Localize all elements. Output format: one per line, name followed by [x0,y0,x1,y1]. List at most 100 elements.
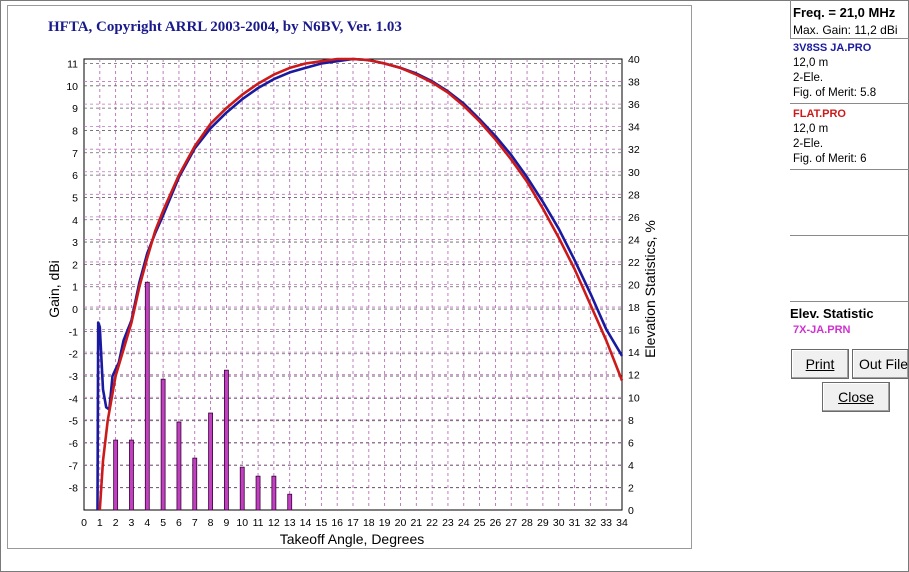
y-tick-label: -2 [69,349,78,361]
y2-tick-label: 20 [628,280,640,292]
y2-tick-label: 34 [628,122,640,134]
divider [790,103,909,104]
antenna-2-merit: Fig. of Merit: 6 [793,153,867,165]
out-file-button[interactable]: Out File [852,349,909,379]
elevation-bar [176,421,182,511]
x-tick-label: 23 [442,517,454,529]
y2-tick-label: 32 [628,144,640,156]
x-tick-label: 20 [395,517,407,529]
y2-tick-label: 16 [628,325,640,337]
chart-title: HFTA, Copyright ARRL 2003-2004, by N6BV,… [48,19,402,35]
y-tick-label: 0 [72,304,78,316]
y-tick-label: 8 [72,125,78,137]
elevation-chart: HFTA, Copyright ARRL 2003-2004, by N6BV,… [46,19,658,547]
y2-tick-label: 28 [628,189,640,201]
y2-tick-label: 22 [628,257,640,269]
antenna-2-type: 2-Ele. [793,138,824,150]
x-tick-label: 34 [616,517,628,529]
y2-tick-label: 38 [628,77,640,89]
elevation-bar [208,412,213,511]
x-tick-label: 7 [192,517,198,529]
y-tick-label: 2 [72,259,78,271]
y2-tick-label: 40 [628,54,640,66]
elevation-bar [144,281,150,511]
out-file-button-label: Out File [859,356,909,372]
x-tick-label: 4 [144,517,150,529]
series-line-2 [98,57,624,510]
x-tick-label: 13 [284,517,296,529]
x-tick-label: 12 [268,517,280,529]
y-tick-label: -6 [69,438,78,450]
side-panel: Freq. = 21,0 MHz Max. Gain: 11,2 dBi 3V8… [790,0,909,572]
antenna-1-merit-value: 5.8 [860,87,877,99]
x-axis-label: Takeoff Angle, Degrees [280,531,425,547]
x-tick-label: 10 [236,517,248,529]
x-tick-label: 0 [81,517,87,529]
y-tick-label: -4 [69,393,78,405]
x-tick-label: 19 [379,517,391,529]
x-tick-label: 16 [331,517,343,529]
y-tick-label: 7 [72,148,78,160]
x-tick-label: 14 [300,517,312,529]
x-tick-label: 25 [474,517,486,529]
y2-tick-label: 26 [628,212,640,224]
x-tick-label: 8 [208,517,214,529]
elevation-bar [224,369,229,511]
print-button[interactable]: Print [791,349,849,379]
y-tick-label: 9 [72,103,78,115]
antenna-1-name: 3V8SS JA.PRO [793,42,872,54]
y2-tick-label: 36 [628,99,640,111]
y2-tick-label: 12 [628,370,640,382]
x-tick-label: 2 [113,517,119,529]
x-tick-label: 21 [410,517,422,529]
elevation-statistic-title: Elev. Statistic [790,306,874,321]
antenna-2-merit-value: 6 [860,153,867,165]
x-tick-label: 3 [129,517,135,529]
y-tick-label: 5 [72,192,78,204]
x-tick-label: 1 [97,517,103,529]
x-tick-label: 28 [521,517,533,529]
x-tick-label: 6 [176,517,182,529]
antenna-2-height: 12,0 m [793,123,829,135]
y2-tick-label: 8 [628,415,634,427]
x-tick-label: 5 [160,517,166,529]
y-tick-label: 11 [67,58,78,70]
divider [790,169,909,170]
close-button[interactable]: Close [822,382,890,412]
close-button-label: Close [838,389,874,405]
y-tick-label: -8 [69,483,78,495]
x-tick-label: 33 [600,517,612,529]
divider [790,38,909,39]
frequency-label: Freq. = 21,0 MHz [793,5,896,20]
y2-tick-label: 10 [628,392,640,404]
elevation-bar [239,466,245,511]
divider [790,235,909,236]
elevation-statistic-file: 7X-JA.PRN [793,324,851,336]
antenna-1-height: 12,0 m [793,57,829,69]
y-tick-label: 4 [72,215,78,227]
elevation-bar [271,475,277,511]
elevation-bar [113,439,119,511]
x-tick-label: 24 [458,517,470,529]
series-line-1 [96,57,624,510]
x-tick-label: 17 [347,517,359,529]
y-tick-label: -7 [69,460,78,472]
y2-tick-label: 6 [628,437,634,449]
x-tick-label: 15 [316,517,328,529]
x-tick-label: 29 [537,517,549,529]
x-tick-label: 27 [505,517,517,529]
y-tick-label: -1 [69,326,78,338]
y-tick-label: 10 [66,81,78,93]
antenna-2-name: FLAT.PRO [793,108,846,120]
antenna-1-merit: Fig. of Merit: 5.8 [793,87,876,99]
y-tick-label: 6 [72,170,78,182]
y-tick-label: -5 [69,416,78,428]
y-tick-label: -3 [69,371,78,383]
gain-lines [96,57,624,510]
elevation-bar [160,378,166,511]
side-divider [790,0,791,38]
elevation-bar [129,439,134,511]
chart-panel: HFTA, Copyright ARRL 2003-2004, by N6BV,… [7,5,692,549]
elevation-bar [287,493,293,511]
divider [790,301,909,302]
